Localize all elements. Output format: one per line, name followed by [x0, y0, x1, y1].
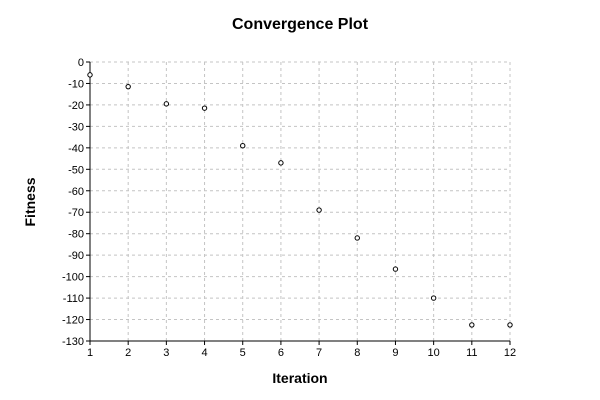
chart-title: Convergence Plot	[232, 16, 369, 33]
data-point	[125, 83, 131, 90]
data-point	[507, 322, 513, 328]
data-point	[240, 143, 246, 149]
data-point	[316, 207, 322, 213]
y-tick-label: -60	[68, 186, 84, 198]
data-point	[201, 105, 208, 111]
x-tick-label: 7	[316, 347, 322, 359]
axes: 1 2 3 4 5 6 7 8 9 10 11 120-10-20-30-40-50-60-70-80…	[62, 57, 516, 359]
x-tick-label: 6	[278, 347, 284, 359]
y-tick-label: -100	[62, 272, 84, 284]
data-point	[469, 322, 475, 328]
y-tick-label: -80	[68, 229, 84, 241]
data-point	[392, 266, 399, 272]
data-points	[87, 72, 513, 328]
y-tick-label: -120	[62, 315, 84, 327]
y-tick-label: -10	[68, 78, 84, 90]
x-tick-label: 4	[201, 347, 207, 359]
x-tick-label: 3	[163, 347, 169, 359]
data-point	[354, 235, 360, 241]
x-tick-label: 1	[87, 347, 93, 359]
x-tick-label: 9	[392, 347, 398, 359]
x-tick-label: 5	[240, 347, 246, 359]
y-tick-label: -70	[68, 207, 84, 219]
data-point	[278, 160, 284, 166]
plot-area	[90, 62, 510, 341]
y-tick-label: -110	[63, 293, 84, 305]
y-tick-label: -90	[68, 250, 84, 262]
x-tick-label: 11	[466, 347, 477, 359]
y-tick-label: -20	[68, 100, 84, 112]
x-axis-label: Iteration	[272, 370, 327, 386]
y-tick-label: -40	[68, 143, 84, 155]
y-tick-label: -130	[62, 336, 84, 348]
x-tick-label: 10	[428, 347, 440, 359]
y-tick-label: 0	[78, 57, 84, 69]
data-point	[430, 295, 437, 301]
data-point	[87, 72, 93, 78]
grid	[89, 61, 511, 342]
x-tick-label: 2	[125, 347, 131, 359]
y-axis-label: Fitness	[22, 177, 38, 226]
x-tick-label: 12	[504, 347, 516, 359]
data-point	[163, 101, 170, 107]
x-tick-label: 8	[354, 347, 360, 359]
y-tick-label: -50	[68, 164, 84, 176]
y-tick-label: -30	[68, 121, 84, 133]
